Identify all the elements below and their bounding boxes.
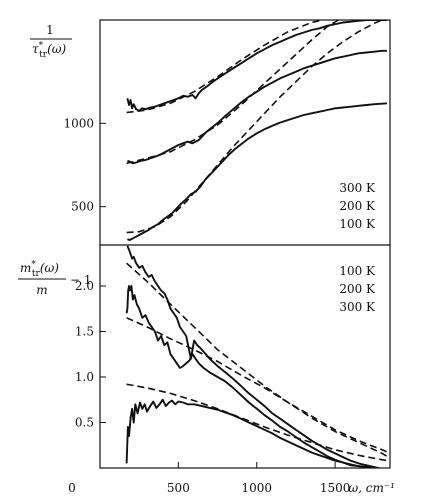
solid-series-line (125, 398, 372, 468)
bottom-ylabel-num-arg: (ω) (40, 261, 59, 275)
legend-entry: 100 K (339, 264, 376, 278)
solid-series-line (125, 285, 373, 468)
y-tick-label: 1.5 (75, 324, 94, 338)
solid-series-line (127, 49, 387, 165)
x-axis-label: ω, cm⁻¹ (348, 481, 395, 495)
legend-entry: 300 K (339, 300, 376, 314)
dashed-series-line (126, 262, 389, 458)
y-tick-label: 1000 (63, 116, 94, 130)
dashed-series-line (126, 383, 389, 462)
y-tick-label: 0.5 (75, 415, 94, 429)
top-ylabel-den-sup: * (39, 41, 44, 51)
legend-entry: 300 K (339, 181, 376, 195)
bottom-ylabel-numerator: m* tr(ω) (20, 260, 59, 279)
solid-series-line (126, 20, 387, 112)
dashed-series-line (126, 317, 389, 454)
bottom-ylabel-num-sub: tr (32, 269, 41, 279)
y-tick-label: 1.0 (75, 370, 94, 384)
dashed-series-line (126, 20, 383, 234)
x-tick-label: 1000 (241, 481, 272, 495)
top-ylabel-den-sub: tr (39, 50, 48, 60)
top-ylabel-numerator: 1 (46, 23, 54, 37)
bottom-ylabel-tail: − 1 (70, 273, 92, 287)
series-group (125, 245, 389, 468)
dashed-series-line (126, 20, 339, 165)
series-group (126, 20, 387, 241)
dashed-series-line (126, 20, 323, 114)
legend-entry: 100 K (339, 217, 376, 231)
bottom-ylabel-num-sup: * (31, 260, 36, 270)
top-ylabel-denominator: τ* tr(ω) (32, 41, 67, 60)
y-tick-label: 2.0 (75, 279, 94, 293)
top-ylabel-den-arg: (ω) (47, 42, 66, 56)
legend-entry: 200 K (339, 199, 376, 213)
y-tick-label: 500 (71, 200, 94, 214)
x-tick-label: 1500 (320, 481, 351, 495)
bottom-ylabel: m* tr(ω) m − 1 (18, 260, 92, 297)
legend-entry: 200 K (339, 282, 376, 296)
x-tick-label: 500 (167, 481, 190, 495)
top-ylabel: 1 τ* tr(ω) (30, 23, 72, 60)
plot-frame (99, 19, 391, 469)
top-ylabel-den-main: τ (32, 42, 39, 56)
bottom-ylabel-num-main: m (20, 261, 31, 275)
x-tick-label: 0 (68, 481, 76, 495)
chart-marks: 500 1000 300 K 200 K 100 K 0.5 1.0 1.5 2.0 0 500 10… (63, 20, 389, 495)
bottom-ylabel-denominator: m (36, 283, 47, 297)
